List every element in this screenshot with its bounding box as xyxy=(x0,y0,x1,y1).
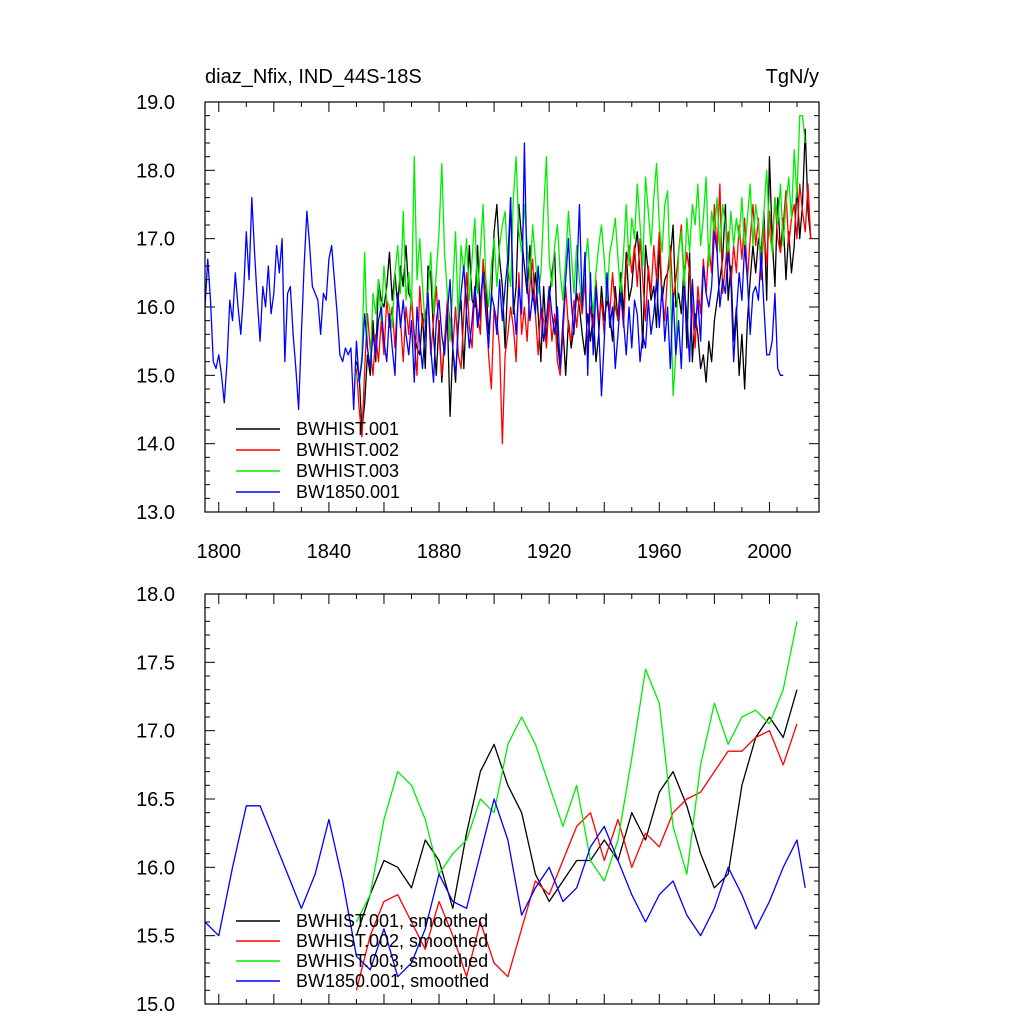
x-tick-label: 1800 xyxy=(197,541,242,563)
top-panel: diaz_Nfix, IND_44S-18S TgN/y 13.0 14.0 15.… xyxy=(136,66,820,563)
y-tick-label: 19.0 xyxy=(136,92,175,114)
x-tick-label: 1880 xyxy=(417,541,462,563)
legend-label: BW1850.001, smoothed xyxy=(296,971,489,991)
legend-label: BW1850.001 xyxy=(296,482,400,502)
top-chart-units: TgN/y xyxy=(766,66,819,88)
y-tick-label: 17.5 xyxy=(136,652,175,674)
y-tick-label: 16.0 xyxy=(136,297,175,319)
x-tick-label: 2000 xyxy=(747,541,792,563)
y-tick-label: 15.0 xyxy=(136,365,175,387)
y-tick-label: 17.0 xyxy=(136,721,175,743)
series-line-bwhist-002-smoothed xyxy=(355,723,798,991)
series-line-bw1850-001-smoothed xyxy=(204,798,806,978)
series-line-bw1850-001 xyxy=(204,142,784,411)
y-tick-label: 15.0 xyxy=(136,994,175,1016)
y-tick-label: 18.0 xyxy=(136,160,175,182)
y-tick-label: 16.0 xyxy=(136,857,175,879)
x-tick-label: 1960 xyxy=(637,541,682,563)
legend-label: BWHIST.002 xyxy=(296,440,399,460)
y-tick-label: 13.0 xyxy=(136,502,175,524)
series-line-bwhist-001 xyxy=(355,128,812,431)
series-line-bwhist-003 xyxy=(355,115,806,397)
y-tick-label: 17.0 xyxy=(136,229,175,251)
y-tick-label: 14.0 xyxy=(136,434,175,456)
x-tick-label: 1840 xyxy=(307,541,352,563)
legend-label: BWHIST.001, smoothed xyxy=(296,911,488,931)
series-line-bwhist-003-smoothed xyxy=(355,621,798,923)
bottom-plot-frame xyxy=(204,593,820,1005)
y-tick-label: 16.5 xyxy=(136,789,175,811)
x-tick-label: 1920 xyxy=(527,541,572,563)
y-tick-label: 15.5 xyxy=(136,926,175,948)
top-plot-frame xyxy=(204,101,820,513)
legend-label: BWHIST.001 xyxy=(296,419,399,439)
legend-label: BWHIST.003, smoothed xyxy=(296,951,488,971)
series-line-bwhist-002 xyxy=(355,183,812,445)
series-line-bwhist-001-smoothed xyxy=(355,689,798,936)
top-chart-title: diaz_Nfix, IND_44S-18S xyxy=(205,66,422,88)
legend-label: BWHIST.002, smoothed xyxy=(296,931,488,951)
bottom-panel: 15.0 15.5 16.0 16.5 17.0 17.5 18.0 BWHIST.001,… xyxy=(136,584,820,1016)
legend-label: BWHIST.003 xyxy=(296,461,399,481)
y-tick-label: 18.0 xyxy=(136,584,175,606)
